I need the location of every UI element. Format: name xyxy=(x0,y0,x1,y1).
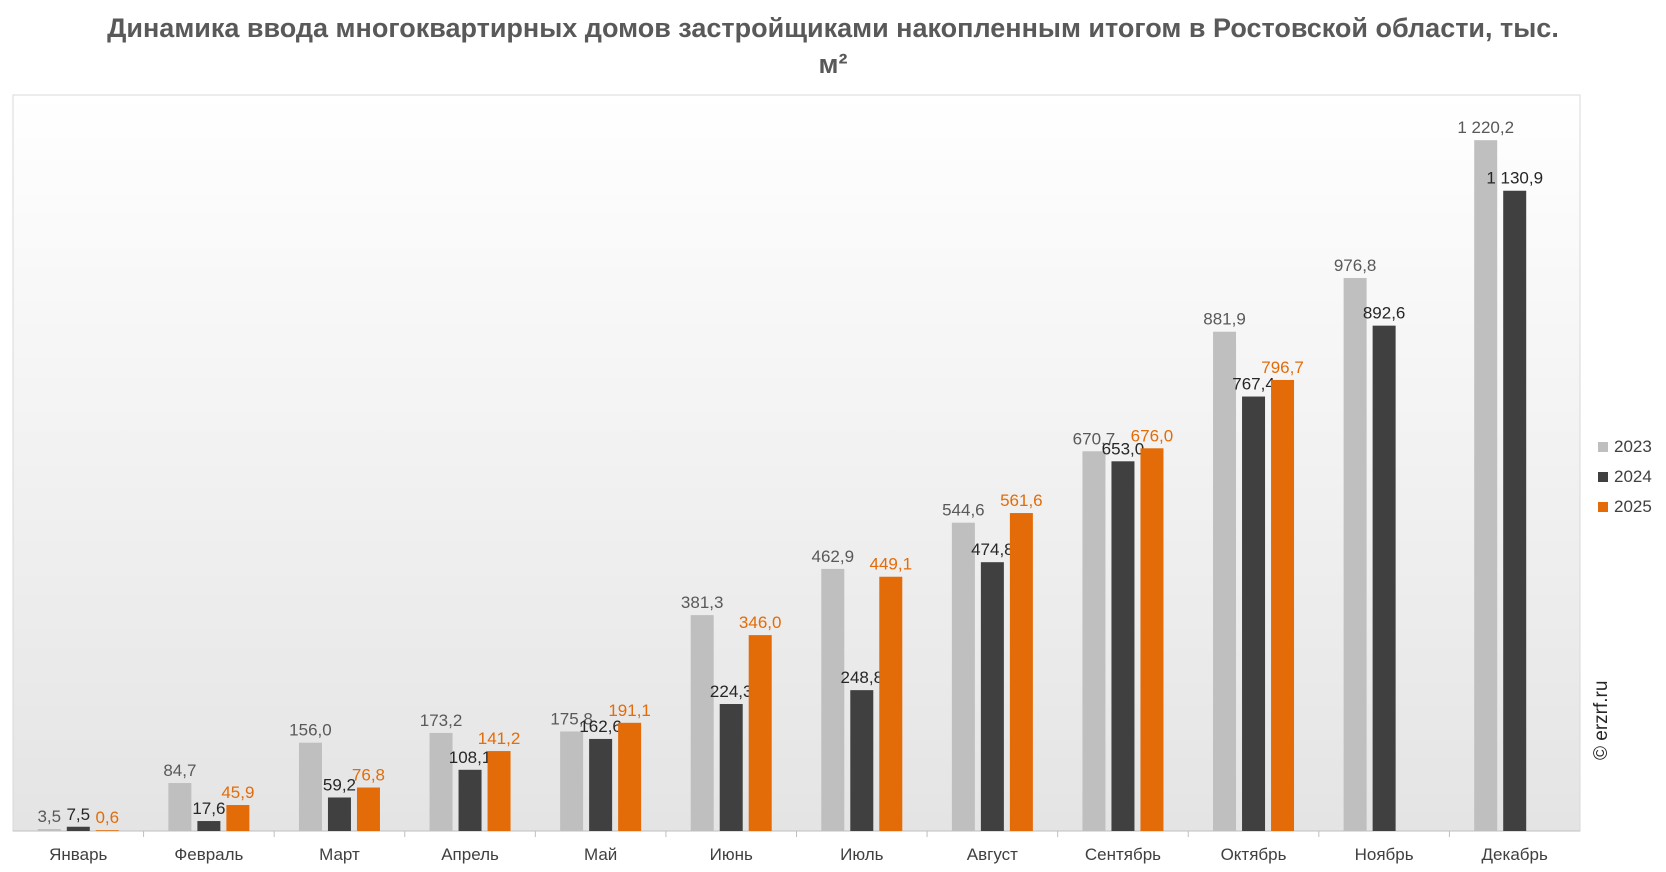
x-tick-label: Март xyxy=(319,845,360,864)
data-label-2023: 175,8 xyxy=(550,709,593,728)
plot-area xyxy=(12,94,1581,832)
bar-2025 xyxy=(1271,379,1295,831)
x-tick-label: Август xyxy=(967,845,1018,864)
data-label-2024: 767,4 xyxy=(1232,375,1275,394)
bar-2023 xyxy=(429,732,453,831)
legend-label: 2025 xyxy=(1614,497,1652,516)
data-label-2024: 1 130,9 xyxy=(1486,169,1543,188)
x-tick-label: Январь xyxy=(49,845,107,864)
bar-2024 xyxy=(980,562,1004,831)
x-tick-label: Апрель xyxy=(441,845,499,864)
legend-swatch xyxy=(1598,472,1608,482)
data-label-2024: 248,8 xyxy=(841,668,884,687)
data-label-2023: 381,3 xyxy=(681,593,724,612)
x-tick-label: Июль xyxy=(840,845,884,864)
legend-item-2023: 2023 xyxy=(1598,432,1652,462)
bar-2025 xyxy=(487,751,511,831)
legend-swatch xyxy=(1598,502,1608,512)
data-label-2023: 881,9 xyxy=(1203,310,1246,329)
bar-2024 xyxy=(327,797,351,831)
x-tick-label: Февраль xyxy=(174,845,243,864)
x-tick-label: Ноябрь xyxy=(1355,845,1414,864)
data-label-2025: 346,0 xyxy=(739,613,782,632)
bar-2024 xyxy=(1111,461,1135,831)
data-label-2024: 17,6 xyxy=(192,799,225,818)
legend-label: 2024 xyxy=(1614,467,1652,486)
data-label-2024: 892,6 xyxy=(1363,304,1406,323)
bar-2025 xyxy=(95,830,119,831)
bar-2024 xyxy=(197,821,221,831)
data-label-2023: 976,8 xyxy=(1334,256,1377,275)
data-label-2025: 76,8 xyxy=(352,766,385,785)
bar-2025 xyxy=(1140,448,1164,831)
data-label-2024: 224,3 xyxy=(710,682,753,701)
bar-2024 xyxy=(719,704,743,831)
legend-label: 2023 xyxy=(1614,437,1652,456)
bar-2024 xyxy=(66,826,90,831)
bar-2023 xyxy=(1343,277,1367,831)
data-label-2023: 462,9 xyxy=(812,547,855,566)
data-label-2025: 0,6 xyxy=(95,808,119,827)
bar-2025 xyxy=(356,787,380,831)
data-label-2025: 561,6 xyxy=(1000,491,1043,510)
legend-item-2025: 2025 xyxy=(1598,492,1652,522)
data-label-2024: 108,1 xyxy=(449,748,492,767)
data-label-2023: 84,7 xyxy=(163,761,196,780)
chart-marks: Январь 3,5 7,5 0,6 Февраль 84,7 17,645,9 Март 15… xyxy=(37,118,1548,864)
bar-2024 xyxy=(1372,325,1396,831)
bar-2023 xyxy=(1474,140,1498,831)
bar-2024 xyxy=(589,738,613,831)
x-tick-label: Декабрь xyxy=(1482,845,1548,864)
x-tick-label: Июнь xyxy=(710,845,753,864)
data-label-2024: 474,8 xyxy=(971,540,1014,559)
watermark: © erzrf.ru xyxy=(1591,680,1612,760)
bar-2023 xyxy=(560,731,584,831)
data-label-2025: 191,1 xyxy=(608,701,651,720)
data-label-2024: 653,0 xyxy=(1102,439,1145,458)
data-label-2023: 670,7 xyxy=(1073,429,1116,448)
x-tick-label: Май xyxy=(584,845,617,864)
bar-2023 xyxy=(1082,451,1106,831)
bar-2024 xyxy=(458,769,482,831)
data-label-2025: 45,9 xyxy=(221,783,254,802)
data-label-2025: 676,0 xyxy=(1131,426,1174,445)
data-label-2023: 3,5 xyxy=(37,807,61,826)
legend-item-2024: 2024 xyxy=(1598,462,1652,492)
bar-2023 xyxy=(298,742,322,831)
legend: 2023 2024 2025 xyxy=(1598,432,1652,522)
data-label-2025: 796,7 xyxy=(1261,358,1304,377)
bar-2023 xyxy=(951,522,975,831)
data-label-2023: 544,6 xyxy=(942,501,985,520)
bar-2025 xyxy=(748,635,772,831)
x-tick-label: Сентябрь xyxy=(1085,845,1161,864)
data-label-2025: 449,1 xyxy=(870,555,913,574)
bar-2023 xyxy=(690,615,714,831)
bar-2024 xyxy=(1242,396,1266,831)
bar-2024 xyxy=(850,690,874,831)
bar-2024 xyxy=(1503,190,1527,831)
legend-swatch xyxy=(1598,442,1608,452)
bar-2023 xyxy=(1213,331,1237,831)
bar-2023 xyxy=(821,568,845,831)
data-label-2023: 156,0 xyxy=(289,721,332,740)
data-label-2024: 162,6 xyxy=(579,717,622,736)
data-label-2023: 1 220,2 xyxy=(1457,118,1514,137)
bar-2023 xyxy=(168,783,192,831)
x-tick-label: Октябрь xyxy=(1221,845,1287,864)
bar-2025 xyxy=(226,805,250,831)
data-label-2024: 59,2 xyxy=(323,775,356,794)
data-label-2024: 7,5 xyxy=(66,805,90,824)
data-label-2025: 141,2 xyxy=(478,729,521,748)
bar-2025 xyxy=(879,576,903,831)
chart-title: Динамика ввода многоквартирных домов зас… xyxy=(107,13,1559,79)
bar-2023 xyxy=(37,829,61,831)
data-label-2023: 173,2 xyxy=(420,711,463,730)
bar-2025 xyxy=(618,722,642,831)
bar-2025 xyxy=(1009,513,1033,831)
